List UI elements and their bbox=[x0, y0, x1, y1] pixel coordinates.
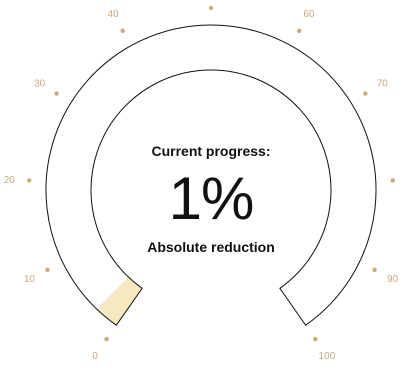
progress-subheading: Absolute reduction bbox=[147, 239, 275, 255]
scale-dot-70 bbox=[363, 91, 368, 96]
scale-dot-60 bbox=[297, 28, 302, 34]
scale-dot-10 bbox=[45, 267, 50, 272]
progress-value: 1% bbox=[168, 165, 255, 232]
scale-label-90: 90 bbox=[387, 274, 399, 285]
scale-dot-90 bbox=[372, 267, 377, 272]
scale-dot-80 bbox=[390, 178, 395, 183]
scale-dot-0 bbox=[104, 336, 109, 342]
scale-label-10: 10 bbox=[24, 274, 36, 285]
gauge-progress-fill bbox=[97, 276, 143, 326]
scale-label-70: 70 bbox=[377, 78, 389, 89]
gauge-track-outline bbox=[45, 24, 377, 326]
progress-heading: Current progress: bbox=[151, 143, 271, 159]
scale-label-0: 0 bbox=[92, 351, 98, 362]
scale-label-30: 30 bbox=[34, 78, 46, 89]
scale-label-60: 60 bbox=[303, 9, 315, 20]
scale-dot-100 bbox=[313, 336, 318, 342]
scale-dot-50 bbox=[208, 5, 214, 11]
scale-label-100: 100 bbox=[319, 351, 336, 362]
scale-dot-40 bbox=[120, 28, 125, 34]
scale-dot-20 bbox=[27, 178, 32, 183]
gauge-scale: 0102030405060708090100 bbox=[4, 5, 399, 362]
scale-label-40: 40 bbox=[108, 9, 120, 20]
scale-dot-30 bbox=[54, 91, 59, 96]
scale-label-20: 20 bbox=[4, 175, 16, 186]
